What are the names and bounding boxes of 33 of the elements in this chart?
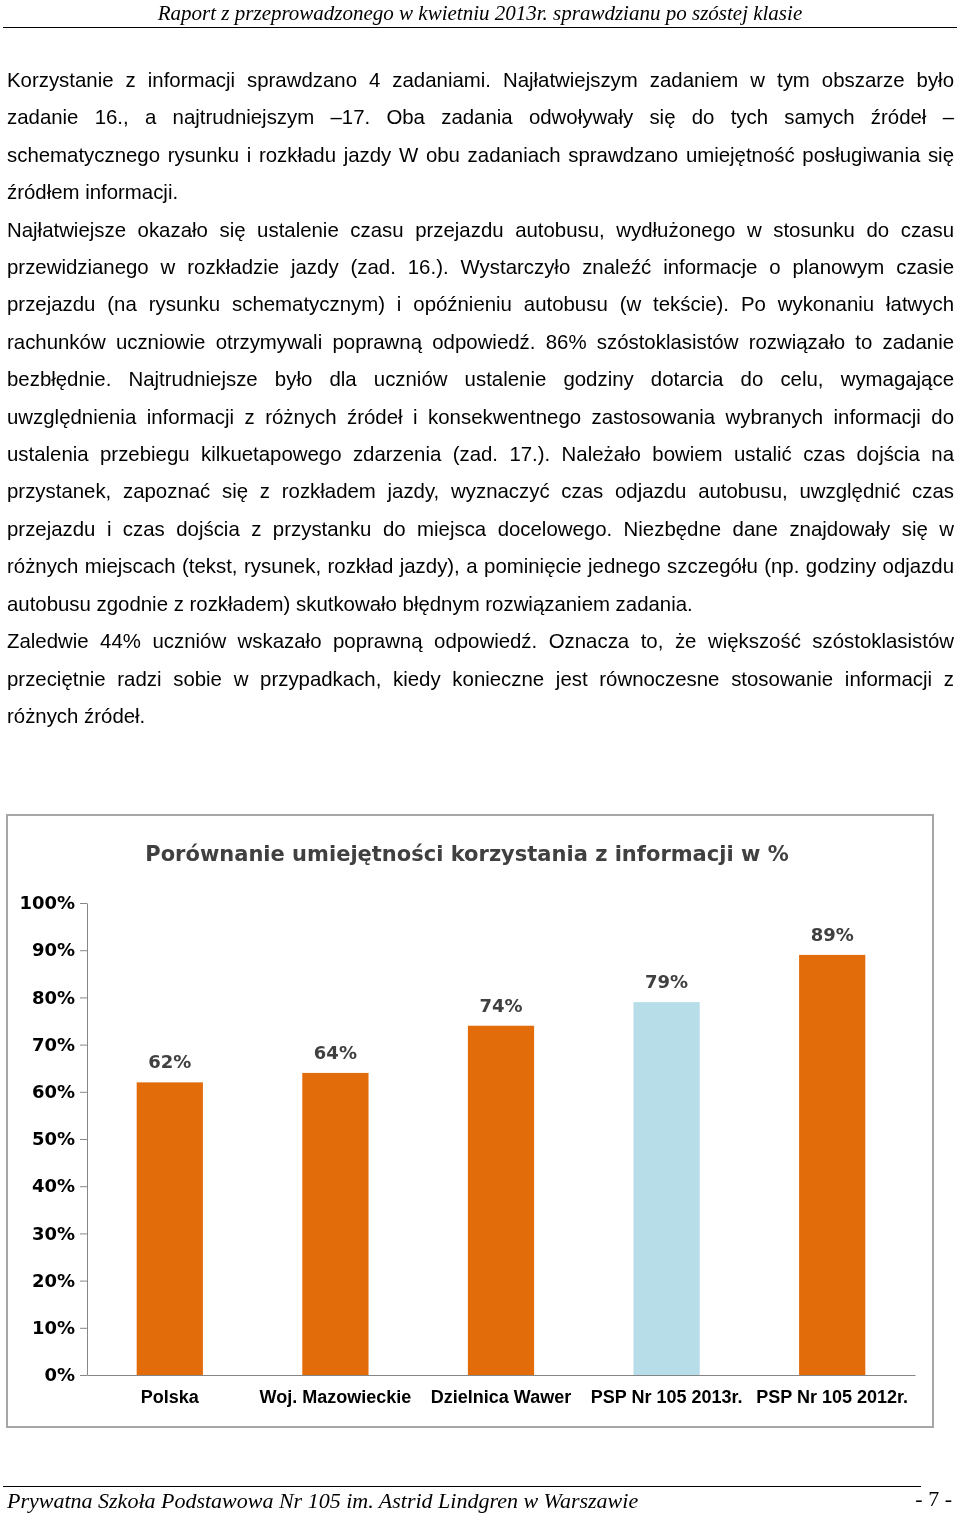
y-tick-label: 0% <box>44 1364 75 1386</box>
text: Najłatwiejsze okazało się ustalenie czasu przejazdu autobusu, wydłużonego w stosunku do czasu przewidzianego w rozkładzie jazdy (zad. 16.). Wystarczyło znaleźć informacje o planowym czasie przejazdu (na rysunku schematycznym) i opóźnieniu autobusu (w tekście). Po wykonaniu łatwych rachunków uczniowie otrzymywali poprawną odpowiedź. 86% szóstoklasistów rozwiązało to zadanie bezbłędnie. Najtrudniejsze było dla uczniów ustalenie godziny dotarcia do celu, wymagające uwzględnienia informacji z różnych źródeł i konsekwentnego zastosowania wybranych informacji do ustalenia przebiegu kilkuetapowego zdarzenia (zad. 17.). Należało bowiem ustalić czas dojścia na przystanek, zapoznać się z rozkładem jazdy, wyznaczyć czas odjazdu autobusu, uwzględnić czas przejazdu i czas dojścia z przystanku do miejsca docelowego. Niezbędne dane znajdowały się w różnych miejscach (tekst, rysunek, rozkład jazdy), a pominięcie jednego szczegółu (np. godziny odjazdu autobusu zgodnie z rozkładem) skutkowało błędnym rozwiązaniem zadania. <box>7 218 954 615</box>
x-tick-label: PSP Nr 105 2012r. <box>756 1387 909 1408</box>
text: Zaledwie 44% uczniów wskazało poprawną odpowiedź. Oznacza to, że większość szóstoklasistów przeciętnie radzi sobie w przypadkach, kiedy konieczne jest równoczesne stosowanie informacji z różnych źródeł. <box>7 629 954 729</box>
y-tick-label: 100% <box>19 892 75 914</box>
y-tick-label: 10% <box>31 1317 75 1339</box>
x-tick-label: PSP Nr 105 2013r. <box>590 1387 743 1408</box>
bar <box>633 1002 700 1375</box>
text: Prywatna Szkoła Podstawowa Nr 105 im. Astrid Lindgren w Warszawie <box>7 1488 639 1514</box>
data-label: 64% <box>313 1041 357 1063</box>
y-tick-label: 30% <box>31 1222 75 1244</box>
y-tick-label: 50% <box>31 1128 75 1150</box>
bar <box>136 1082 203 1375</box>
text: - 7 - <box>915 1486 952 1512</box>
x-tick-label: Dzielnica Wawer <box>430 1387 572 1408</box>
text: Raport z przeprowadzonego w kwietniu 2013r. sprawdzianu po szóstej klasie <box>156 0 804 26</box>
y-tick-label: 40% <box>31 1175 75 1197</box>
y-tick-label: 80% <box>31 986 75 1008</box>
y-tick-label: 90% <box>31 939 75 961</box>
data-label: 79% <box>645 971 689 993</box>
y-tick-label: 20% <box>31 1269 75 1291</box>
bar <box>467 1025 535 1375</box>
x-tick-label: Woj. Mazowieckie <box>259 1387 412 1408</box>
text: Korzystanie z informacji sprawdzano 4 zadaniami. Najłatwiejszym zadaniem w tym obszarze było zadanie 16., a najtrudniejszym –17. Oba zadania odwoływały się do tych samych źródeł –schematycznego rysunku i rozkładu jazdy W obu zadaniach sprawdzano umiejętność posługiwania się źródłem informacji. <box>7 68 954 206</box>
bar <box>799 954 866 1375</box>
chart-title: Porównanie umiejętności korzystania z informacji w % <box>145 842 789 866</box>
data-label: 74% <box>479 994 523 1016</box>
y-tick-label: 60% <box>31 1081 75 1103</box>
data-label: 89% <box>810 923 854 945</box>
x-tick-label: Polska <box>140 1387 200 1408</box>
bar <box>302 1072 369 1375</box>
y-tick-label: 70% <box>31 1033 75 1055</box>
data-label: 62% <box>148 1051 192 1073</box>
